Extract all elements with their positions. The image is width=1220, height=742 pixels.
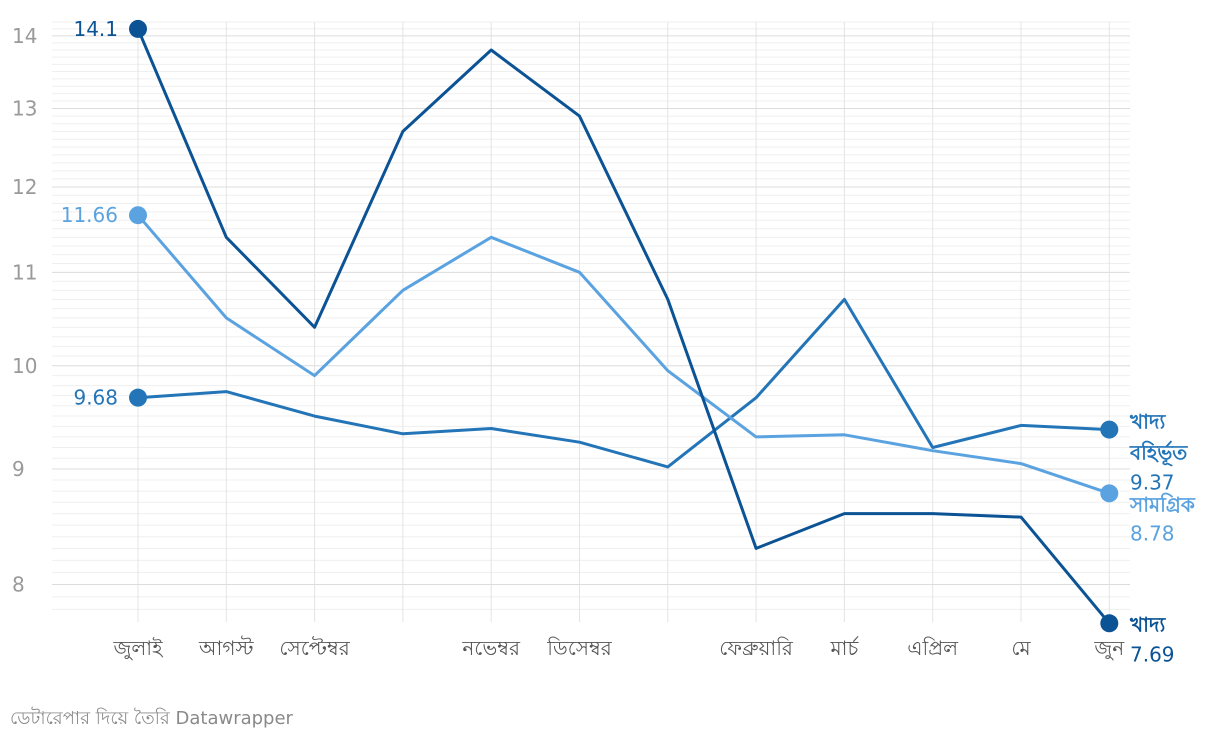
- y-tick-label: 8: [12, 573, 25, 597]
- x-tick-label: জুন: [1093, 636, 1125, 661]
- end-point-marker: [1100, 614, 1119, 633]
- y-tick-label: 13: [12, 97, 37, 121]
- end-value-label: 9.37: [1130, 471, 1175, 495]
- series-name-label: বহির্ভূত: [1129, 440, 1188, 467]
- y-tick-label: 12: [12, 175, 37, 199]
- x-tick-label: জুলাই: [113, 636, 165, 661]
- y-tick-label: 10: [12, 354, 37, 378]
- series-name-label: খাদ্য: [1129, 612, 1166, 636]
- y-tick-label: 9: [12, 457, 25, 481]
- x-tick-label: মার্চ: [830, 636, 860, 660]
- start-value-label: 14.1: [73, 17, 118, 41]
- end-point-marker: [1100, 484, 1119, 503]
- series-line: [136, 213, 1111, 495]
- start-point-marker: [129, 388, 147, 407]
- x-tick-label: আগস্ট: [198, 636, 254, 660]
- series-name-label: সামগ্রিক: [1129, 492, 1196, 516]
- x-tick-label: ফেব্রুয়ারি: [719, 636, 794, 660]
- end-point-marker: [1100, 420, 1119, 439]
- start-point-marker: [129, 19, 147, 38]
- x-tick-label: মে: [1011, 636, 1031, 660]
- y-axis: 8 9 10 11 12 13 14: [12, 24, 37, 597]
- x-tick-label: নভেম্বর: [461, 636, 521, 660]
- x-tick-label: সেপ্টেম্বর: [279, 636, 350, 660]
- start-value-label: 9.68: [73, 386, 118, 410]
- y-tick-label: 14: [12, 24, 37, 48]
- series-name-label: খাদ্য: [1129, 410, 1166, 434]
- start-point-marker: [129, 206, 147, 225]
- x-tick-label: এপ্রিল: [907, 636, 959, 660]
- series-line: [136, 297, 1111, 469]
- start-value-label: 11.66: [61, 203, 118, 227]
- series-line: [136, 27, 1111, 625]
- end-value-label: 7.69: [1130, 642, 1175, 666]
- credit-text: ডেটারেপার দিয়ে তৈরি Datawrapper: [10, 708, 293, 729]
- grid-lines: [52, 21, 1130, 622]
- y-tick-label: 11: [12, 260, 37, 284]
- x-tick-label: ডিসেম্বর: [546, 636, 612, 660]
- series-lines: [136, 27, 1111, 625]
- end-value-label: 8.78: [1130, 521, 1175, 545]
- x-axis: জুলাই আগস্ট সেপ্টেম্বর নভেম্বর ডিসেম্বর ফেব্র…: [113, 636, 1126, 661]
- series-labels: 14.1 খাদ্য 7.69 11.66 সামগ্রিক 8.78 9.68 খাদ্য ব…: [61, 17, 1196, 666]
